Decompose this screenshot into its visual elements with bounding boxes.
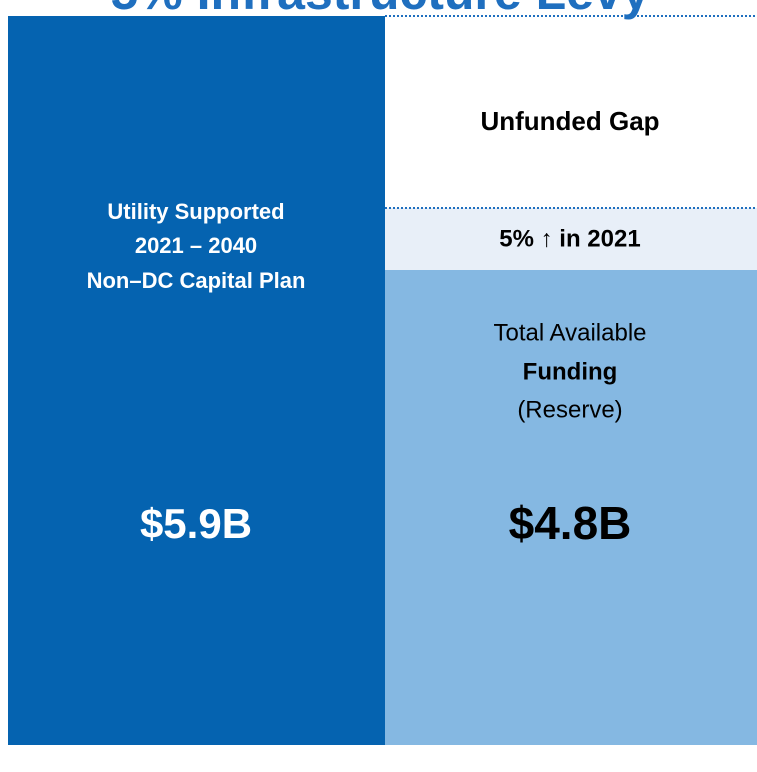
capital-plan-block <box>8 16 385 745</box>
left-line: Non–DC Capital Plan <box>87 268 306 293</box>
increase-label: 5% ↑ in 2021 <box>499 225 640 252</box>
left-value: $5.9B <box>140 500 252 547</box>
funding-block <box>385 270 757 745</box>
funding-line: (Reserve) <box>517 396 622 423</box>
funding-line: Funding <box>523 358 618 385</box>
left-line: 2021 – 2040 <box>135 233 257 258</box>
right-value: $4.8B <box>509 497 632 549</box>
funding-line: Total Available <box>494 319 647 346</box>
increase-band <box>385 208 757 270</box>
left-line: Utility Supported <box>107 199 284 224</box>
gap-label: Unfunded Gap <box>480 106 659 136</box>
